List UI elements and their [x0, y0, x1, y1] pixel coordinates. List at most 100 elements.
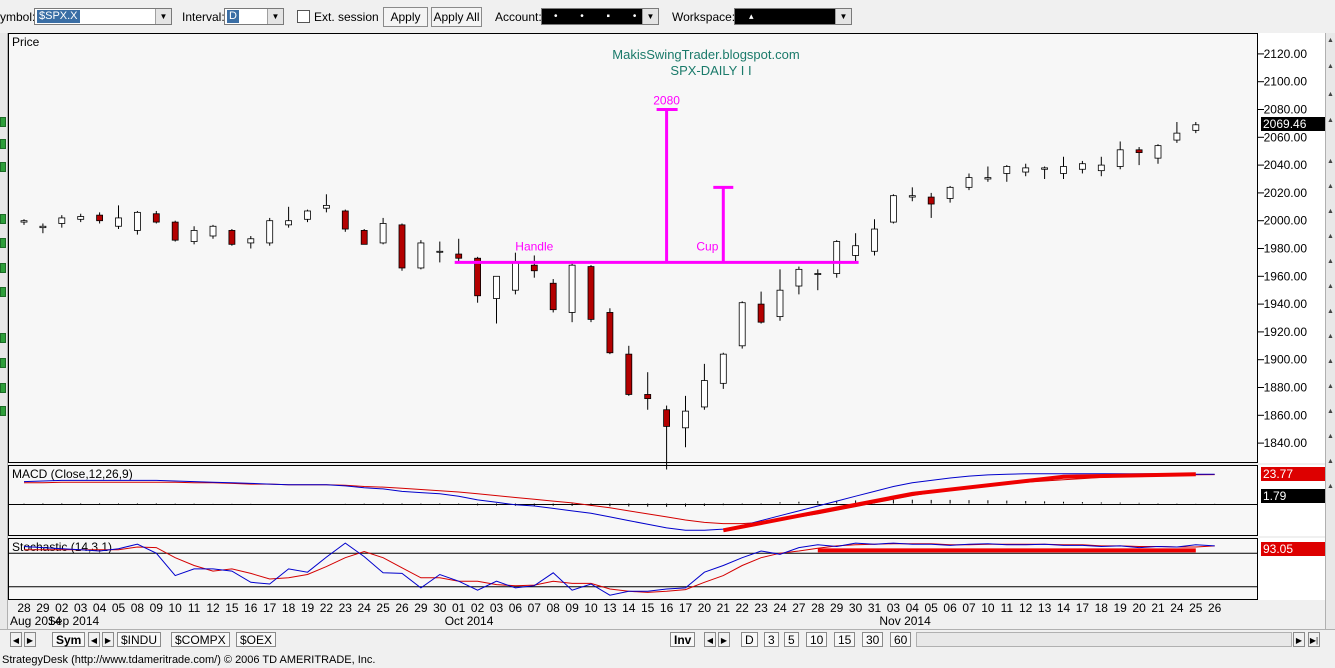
date-tick-label: 30	[433, 601, 447, 615]
last-price-value: 2069.46	[1261, 117, 1325, 131]
arrow-up-icon[interactable]: ▲	[1327, 433, 1334, 440]
symbol-combo[interactable]: $SPX.X ▼	[34, 8, 172, 25]
date-tick-label: 26	[395, 601, 409, 615]
date-tick-label: 13	[1037, 601, 1052, 615]
scroll-right-icon[interactable]: ▶	[24, 632, 36, 647]
interval-tab-60[interactable]: 60	[890, 632, 912, 647]
date-tick-label: 17	[263, 601, 277, 615]
date-tick-label: 20	[1132, 601, 1146, 615]
date-tick-label: 17	[1075, 601, 1090, 615]
arrow-up-icon[interactable]: ▲	[1327, 233, 1334, 240]
chevron-down-icon[interactable]: ▼	[267, 9, 283, 24]
date-tick-label: 12	[1019, 601, 1033, 615]
date-tick-label: 15	[641, 601, 655, 615]
date-tick-label: 28	[17, 601, 31, 615]
arrow-up-icon[interactable]: ▲	[1327, 308, 1334, 315]
ext-session-label: Ext. session	[314, 10, 379, 24]
symbol-tab-indu[interactable]: $INDU	[117, 632, 162, 647]
macd-pane-title: MACD (Close,12,26,9)	[12, 467, 133, 481]
indicator-toggle[interactable]	[0, 117, 6, 127]
scroll-left-icon[interactable]: ◀	[10, 632, 22, 647]
right-scroll-strip[interactable]: ▲ ▲ ▲ ▲ ▲ ▲ ▲ ▲ ▲ ▲ ▲ ▲ ▲ ▲ ▲ ▲ ▲ ▲	[1325, 33, 1335, 629]
arrow-up-icon[interactable]: ▲	[1327, 208, 1334, 215]
horizontal-scrollbar[interactable]	[916, 632, 1292, 647]
interval-tab-d[interactable]: D	[741, 632, 758, 647]
interval-tab-3[interactable]: 3	[764, 632, 779, 647]
arrow-up-icon[interactable]: ▲	[1327, 258, 1334, 265]
account-label: Account:	[495, 10, 542, 24]
indicator-toggle[interactable]	[0, 287, 6, 297]
indicator-toggle[interactable]	[0, 162, 6, 172]
date-tick-label: 24	[1170, 601, 1184, 615]
arrow-up-icon[interactable]: ▲	[1327, 37, 1334, 44]
scroll-right-icon[interactable]: ▶	[1293, 632, 1305, 647]
date-tick-label: 11	[187, 601, 201, 615]
arrow-up-icon[interactable]: ▲	[1327, 458, 1334, 465]
interval-combo[interactable]: D ▼	[224, 8, 284, 25]
arrow-up-icon[interactable]: ▲	[1327, 283, 1334, 290]
interval-tab-5[interactable]: 5	[784, 632, 799, 647]
workspace-label: Workspace:	[672, 10, 736, 24]
date-tick-label: 28	[811, 601, 825, 615]
arrow-up-icon[interactable]: ▲	[1327, 63, 1334, 70]
workspace-combo[interactable]: ▴ ▼	[734, 8, 852, 25]
tab-next-icon[interactable]: ▶	[102, 632, 114, 647]
ext-session-checkbox[interactable]	[297, 10, 310, 23]
interval-tab-30[interactable]: 30	[862, 632, 884, 647]
indicator-toggle[interactable]	[0, 358, 6, 368]
symbol-tab-compx[interactable]: $COMPX	[171, 632, 230, 647]
indicator-toggle[interactable]	[0, 333, 6, 343]
arrow-up-icon[interactable]: ▲	[1327, 483, 1334, 490]
arrow-up-icon[interactable]: ▲	[1327, 408, 1334, 415]
price-pane[interactable]: Price	[8, 33, 1258, 463]
date-tick-label: 31	[867, 601, 882, 615]
inv-tab[interactable]: Inv	[670, 632, 696, 647]
date-tick-label: 18	[281, 601, 296, 615]
date-tick-label: 19	[300, 601, 315, 615]
chevron-down-icon[interactable]: ▼	[835, 9, 851, 24]
indicator-toggle[interactable]	[0, 406, 6, 416]
date-tick-label: 03	[489, 601, 504, 615]
symbol-label: ymbol:	[0, 10, 36, 24]
date-tick-label: 01	[452, 601, 466, 615]
date-tick-label: 22	[735, 601, 749, 615]
macd-pane[interactable]: MACD (Close,12,26,9)	[8, 465, 1258, 536]
date-tick-label: 25	[1189, 601, 1203, 615]
date-tick-label: 09	[565, 601, 579, 615]
apply-all-button[interactable]: Apply All	[431, 7, 482, 27]
macd-hist-value: 1.79	[1261, 489, 1325, 503]
arrow-up-icon[interactable]: ▲	[1327, 117, 1334, 124]
arrow-up-icon[interactable]: ▲	[1327, 358, 1334, 365]
arrow-up-icon[interactable]: ▲	[1327, 333, 1334, 340]
indicator-toggle[interactable]	[0, 139, 6, 149]
arrow-up-icon[interactable]: ▲	[1327, 383, 1334, 390]
symbol-value: $SPX.X	[37, 10, 80, 23]
indicator-toggle[interactable]	[0, 383, 6, 393]
chevron-down-icon[interactable]: ▼	[155, 9, 171, 24]
arrow-up-icon[interactable]: ▲	[1327, 183, 1334, 190]
tab-prev-icon[interactable]: ◀	[88, 632, 100, 647]
chevron-down-icon[interactable]: ▼	[642, 9, 658, 24]
month-label: Sep 2014	[47, 614, 100, 628]
date-tick-label: 05	[111, 601, 126, 615]
stochastic-pane[interactable]: Stochastic (14,3,1)	[8, 538, 1258, 600]
indicator-toggle[interactable]	[0, 214, 6, 224]
apply-button[interactable]: Apply	[383, 7, 428, 27]
date-tick-label: 02	[55, 601, 69, 615]
sym-tab[interactable]: Sym	[52, 632, 86, 647]
date-tick-label: 15	[225, 601, 239, 615]
scroll-end-icon[interactable]: ▶|	[1308, 632, 1320, 647]
symbol-tab-oex[interactable]: $OEX	[236, 632, 277, 647]
indicator-toggle[interactable]	[0, 238, 6, 248]
date-tick-label: 07	[962, 601, 976, 615]
tab-prev-icon[interactable]: ◀	[704, 632, 716, 647]
account-combo[interactable]: • • ▪ • ▼	[541, 8, 659, 25]
date-tick-label: 16	[244, 601, 258, 615]
interval-tab-15[interactable]: 15	[834, 632, 856, 647]
month-label: Aug 2014	[10, 614, 62, 628]
indicator-toggle[interactable]	[0, 263, 6, 273]
arrow-up-icon[interactable]: ▲	[1327, 91, 1334, 98]
arrow-up-icon[interactable]: ▲	[1327, 158, 1334, 165]
interval-tab-10[interactable]: 10	[806, 632, 828, 647]
tab-next-icon[interactable]: ▶	[718, 632, 730, 647]
